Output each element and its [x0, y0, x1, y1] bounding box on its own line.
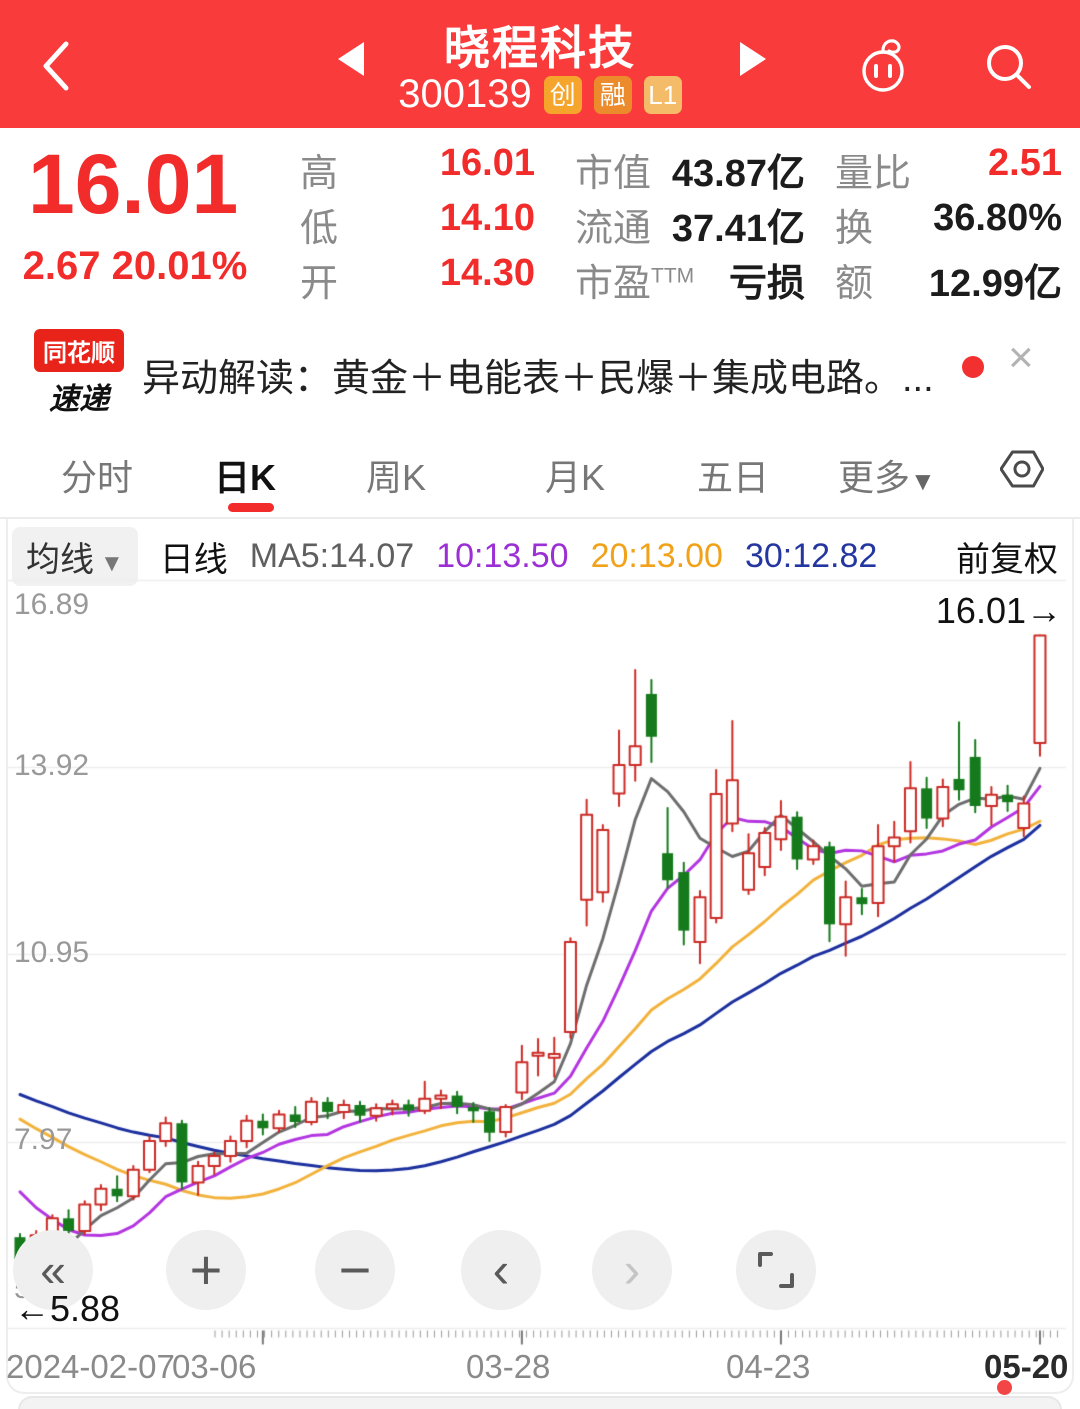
tab-monthly-k[interactable]: 月K: [545, 457, 606, 498]
logo-bottom-text: 速递: [49, 383, 109, 416]
badge-l1: L1: [643, 75, 682, 114]
prev-stock-icon[interactable]: [338, 42, 364, 76]
last-price: 16.01: [28, 137, 239, 231]
y-tick-label: 7.97: [14, 1123, 73, 1156]
value-amount: 12.99亿: [928, 263, 1062, 305]
badge-chuang: 创: [543, 75, 582, 114]
period-tabbar: 分时 日K 周K 月K 五日 更多▼: [0, 427, 1080, 519]
current-date-dot: [997, 1380, 1012, 1395]
next-stock-icon[interactable]: [740, 42, 766, 76]
tab-fenshi[interactable]: 分时: [61, 457, 134, 498]
stock-code: 300139: [398, 72, 532, 116]
y-tick-label: 10.95: [14, 936, 90, 969]
x-tick-label: 2024-02-07: [6, 1348, 175, 1385]
x-tick-label: 03-06: [172, 1348, 257, 1385]
zoom-out-button[interactable]: −: [315, 1230, 395, 1310]
search-icon[interactable]: [980, 38, 1036, 99]
ths-express-logo: 同花顺 速递: [34, 329, 124, 418]
quote-panel: 16.01 2.67 20.01% 高 16.01 低 14.10 开 14.3…: [0, 128, 1080, 313]
value-pe: 亏损: [728, 263, 805, 305]
label-float: 流通: [575, 208, 652, 250]
x-tick-label: 04-23: [726, 1348, 811, 1385]
y-tick-label: 13.92: [14, 749, 90, 782]
label-amount: 额: [835, 263, 874, 305]
x-tick-label: 03-28: [466, 1348, 551, 1385]
zoom-in-button[interactable]: +: [166, 1230, 246, 1310]
label-turnover: 换: [835, 208, 874, 250]
fullscreen-icon: [758, 1252, 794, 1288]
x-tick-label-current: 05-20: [984, 1348, 1069, 1385]
chart-settings-gear-icon[interactable]: [999, 445, 1045, 498]
back-icon[interactable]: [38, 38, 74, 99]
label-marketcap: 市值: [575, 153, 652, 195]
value-low: 14.10: [439, 197, 535, 239]
y-tick-label: 16.89: [14, 588, 90, 621]
label-volume-ratio: 量比: [835, 153, 912, 195]
stock-subrow: 300139 创 融 L1: [0, 72, 1080, 117]
kline-chart-canvas[interactable]: [0, 575, 1080, 1350]
value-marketcap: 43.87亿: [671, 153, 805, 195]
value-open: 14.30: [439, 252, 535, 294]
adjust-mode[interactable]: 前复权: [956, 540, 1058, 579]
news-bar[interactable]: 同花顺 速递 异动解读：黄金＋电能表＋民爆＋集成电路。...: [0, 313, 1080, 429]
legend-period: 日线: [159, 540, 228, 579]
value-high: 16.01: [439, 142, 535, 184]
active-tab-underline: [228, 503, 274, 512]
value-volume-ratio: 2.51: [988, 142, 1062, 184]
stock-title: 晓程科技: [444, 22, 636, 74]
fullscreen-button[interactable]: [736, 1230, 816, 1310]
pan-right-button[interactable]: ›: [592, 1230, 672, 1310]
zoom-out-all-button[interactable]: «: [13, 1230, 93, 1310]
min-price-annotation: ←5.88: [14, 1288, 121, 1329]
tab-weekly-k[interactable]: 周K: [366, 457, 427, 498]
label-open: 开: [300, 263, 339, 305]
next-panel-edge[interactable]: [18, 1396, 1062, 1409]
badge-rong: 融: [593, 75, 632, 114]
legend-ma10: 10:13.50: [436, 536, 569, 575]
label-pe-ttm: TTM: [651, 264, 695, 288]
legend-ma5: MA5:14.07: [249, 536, 415, 575]
assistant-robot-icon[interactable]: [852, 34, 914, 101]
legend-ma20: 20:13.00: [590, 536, 723, 575]
label-high: 高: [300, 153, 339, 195]
close-icon[interactable]: ×: [1008, 333, 1034, 382]
tab-daily-k[interactable]: 日K: [214, 457, 276, 498]
pan-left-button[interactable]: ‹: [461, 1230, 541, 1310]
chevron-down-icon: ▼: [910, 466, 936, 496]
label-low: 低: [300, 208, 339, 250]
chevron-down-icon: ▼: [100, 549, 124, 577]
value-float: 37.41亿: [671, 208, 805, 250]
app-header: 晓程科技 300139 创 融 L1: [0, 0, 1080, 128]
legend-ma30: 30:12.82: [744, 536, 878, 575]
label-pe: 市盈: [575, 263, 652, 305]
tab-more[interactable]: 更多▼: [838, 457, 936, 498]
news-headline[interactable]: 异动解读：黄金＋电能表＋民爆＋集成电路。...: [142, 358, 932, 400]
tab-five-day[interactable]: 五日: [697, 457, 770, 498]
unread-dot: [962, 356, 984, 378]
price-change: 2.67 20.01%: [22, 244, 248, 288]
value-turnover: 36.80%: [933, 197, 1062, 239]
logo-top-text: 同花顺: [34, 329, 124, 372]
last-price-annotation: 16.01→: [935, 590, 1062, 631]
